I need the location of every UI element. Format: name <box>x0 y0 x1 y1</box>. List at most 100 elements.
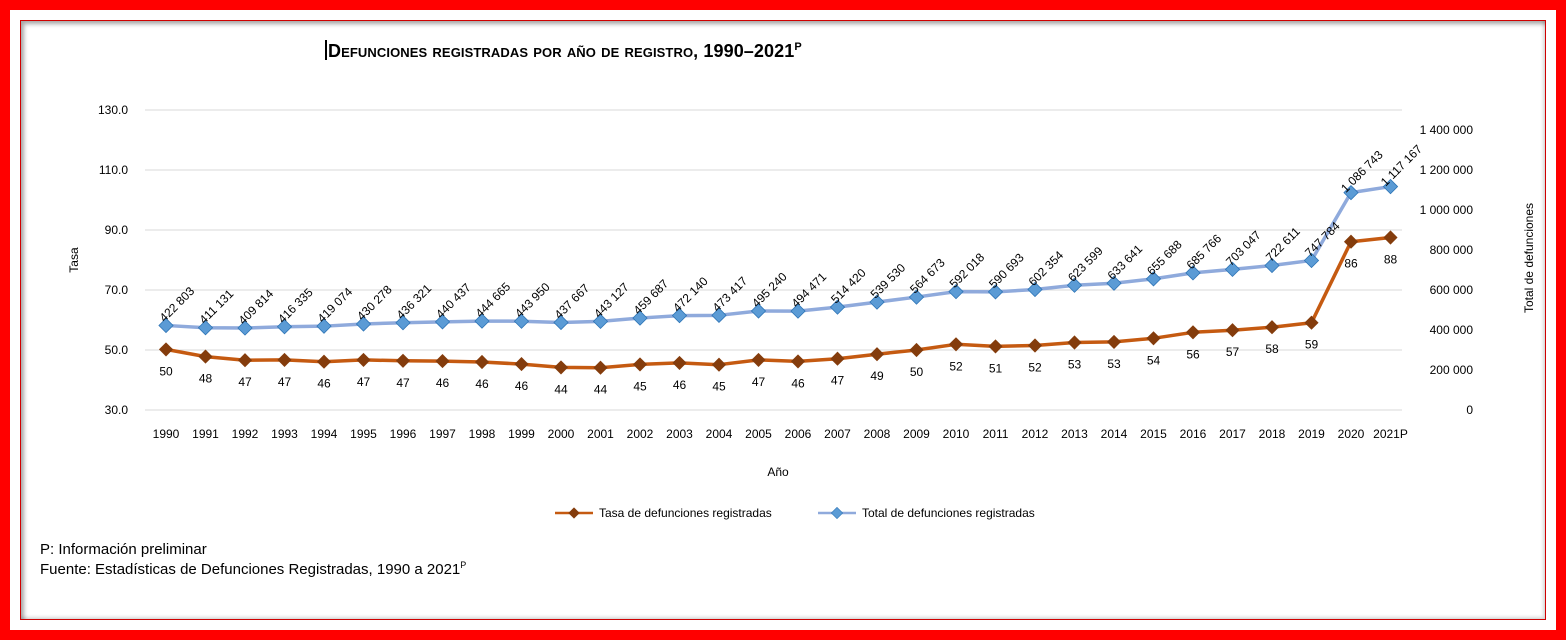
data-label-tasa: 52 <box>1028 361 1042 375</box>
data-point-total <box>869 294 885 310</box>
text-cursor <box>325 40 327 60</box>
data-point-total <box>987 284 1004 300</box>
data-label-tasa: 46 <box>317 377 331 391</box>
y-left-tick-label: 50.0 <box>105 343 129 357</box>
data-point-total <box>948 283 964 300</box>
data-point-tasa <box>277 352 292 367</box>
x-tick-label: 2020 <box>1338 427 1365 441</box>
data-label-tasa: 56 <box>1186 347 1200 361</box>
footnote-source-text: Fuente: Estadísticas de Defunciones Regi… <box>40 561 461 578</box>
x-tick-label: 1995 <box>350 427 377 441</box>
data-point-total <box>750 303 767 319</box>
data-point-tasa <box>711 357 727 372</box>
data-point-tasa <box>790 354 806 369</box>
data-label-tasa: 52 <box>949 359 963 373</box>
footnote-source: Fuente: Estadísticas de Defunciones Regi… <box>40 560 466 578</box>
data-point-total <box>592 313 609 330</box>
y-left-tick-label: 130.0 <box>98 103 128 117</box>
data-point-tasa <box>948 337 964 352</box>
x-tick-label: 1991 <box>192 427 219 441</box>
data-label-total: 436 321 <box>394 281 435 322</box>
data-point-total <box>553 314 569 331</box>
x-tick-label: 1990 <box>153 427 180 441</box>
data-point-total <box>434 314 451 330</box>
y-right-tick-label: 200 000 <box>1430 363 1474 377</box>
y-left-tick-label: 90.0 <box>105 223 129 237</box>
data-label-total: 437 667 <box>552 281 593 322</box>
data-point-tasa <box>1106 334 1122 349</box>
data-label-tasa: 47 <box>752 375 766 389</box>
x-tick-label: 2010 <box>943 427 970 441</box>
data-point-total <box>158 317 174 334</box>
data-point-tasa <box>1343 234 1359 249</box>
data-label-tasa: 45 <box>712 380 726 394</box>
x-tick-label: 2000 <box>548 427 575 441</box>
data-label-tasa: 44 <box>594 383 608 397</box>
x-tick-label: 2016 <box>1180 427 1207 441</box>
data-point-tasa <box>474 354 490 370</box>
data-point-total <box>790 303 806 319</box>
data-point-tasa <box>1027 338 1043 353</box>
x-tick-label: 2011 <box>983 427 1009 441</box>
data-label-total: 655 688 <box>1144 237 1185 278</box>
data-label-total: 1 117 167 <box>1378 142 1425 189</box>
chart-title-text: Defunciones registradas por año de regis… <box>328 41 795 61</box>
x-tick-label: 2017 <box>1219 427 1246 441</box>
data-point-total <box>1264 257 1280 274</box>
data-point-total <box>197 320 214 336</box>
data-label-total: 703 047 <box>1223 228 1264 269</box>
data-point-tasa <box>1185 325 1201 340</box>
data-point-tasa <box>1067 335 1082 350</box>
x-tick-label: 1999 <box>508 427 535 441</box>
data-label-total: 443 950 <box>512 280 553 321</box>
x-tick-label: 1998 <box>469 427 496 441</box>
data-point-total <box>1185 265 1201 281</box>
data-label-total: 430 278 <box>354 282 395 323</box>
data-label-tasa: 46 <box>515 379 529 393</box>
data-label-tasa: 57 <box>1226 345 1240 359</box>
data-point-total <box>908 289 925 305</box>
data-label-tasa: 50 <box>910 365 924 379</box>
y-right-tick-label: 1 400 000 <box>1420 123 1474 137</box>
y-right-tick-label: 0 <box>1466 403 1473 417</box>
x-tick-label: 2013 <box>1061 427 1088 441</box>
data-label-total: 419 074 <box>315 285 356 326</box>
y-right-tick-label: 1 200 000 <box>1420 163 1474 177</box>
x-tick-label: 2003 <box>666 427 693 441</box>
data-label-tasa: 44 <box>554 382 568 396</box>
y-right-tick-label: 1 000 000 <box>1420 203 1474 217</box>
x-tick-label: 2018 <box>1259 427 1286 441</box>
x-tick-label: 2007 <box>824 427 851 441</box>
x-tick-label: 2012 <box>1022 427 1049 441</box>
x-tick-label: 1994 <box>311 427 338 441</box>
data-label-tasa: 48 <box>199 372 213 386</box>
data-label-tasa: 51 <box>989 361 1003 375</box>
legend-item-total: Total de defunciones registradas <box>818 505 1035 521</box>
x-tick-label: 2008 <box>864 427 891 441</box>
data-label-tasa: 50 <box>159 364 173 378</box>
chart-title: Defunciones registradas por año de regis… <box>325 40 802 62</box>
data-label-total: 747 784 <box>1302 219 1343 260</box>
x-tick-label: 1992 <box>232 427 259 441</box>
legend-tasa-label: Tasa de defunciones registradas <box>599 506 772 520</box>
data-label-total: 444 665 <box>473 279 514 320</box>
data-label-total: 623 599 <box>1065 244 1106 285</box>
data-point-tasa <box>869 347 885 362</box>
data-point-total <box>355 316 372 332</box>
x-axis-title: Año <box>767 465 789 479</box>
data-point-total <box>1382 178 1399 195</box>
data-point-tasa <box>237 353 253 368</box>
data-point-total <box>1224 261 1241 278</box>
legend-tasa-marker-icon <box>555 507 593 519</box>
data-label-tasa: 46 <box>436 376 450 390</box>
data-point-tasa <box>632 357 648 372</box>
data-label-tasa: 46 <box>673 378 687 392</box>
data-point-tasa <box>830 351 845 366</box>
data-point-tasa <box>1225 323 1240 338</box>
data-label-tasa: 47 <box>831 374 845 388</box>
data-label-tasa: 46 <box>791 376 805 390</box>
y-left-tick-label: 70.0 <box>105 283 129 297</box>
data-label-total: 685 766 <box>1184 231 1225 272</box>
